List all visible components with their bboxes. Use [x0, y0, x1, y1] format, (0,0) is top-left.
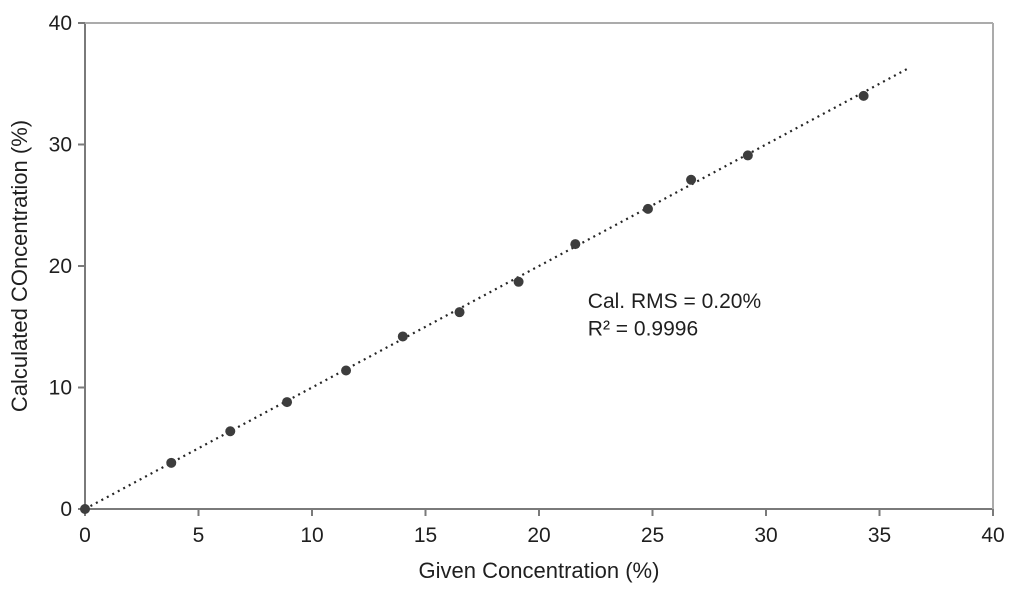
x-tick-label: 15: [414, 524, 437, 547]
data-point: [225, 426, 236, 437]
y-tick-label: 40: [49, 12, 72, 35]
data-point: [513, 276, 524, 287]
data-point: [397, 331, 408, 342]
x-tick-label: 35: [868, 524, 891, 547]
y-axis-title: Calculated COncentration (%): [7, 120, 32, 412]
annotation-text-2: R² = 0.9996: [588, 317, 698, 340]
data-point: [454, 307, 465, 318]
x-tick-label: 40: [981, 524, 1004, 547]
x-axis-title: Given Concentration (%): [419, 558, 660, 583]
data-point: [80, 504, 90, 514]
x-tick-label: 20: [527, 524, 550, 547]
data-point: [642, 203, 653, 214]
data-point: [282, 397, 293, 408]
y-tick-label: 20: [49, 255, 72, 278]
x-tick-label: 25: [641, 524, 664, 547]
x-tick-label: 0: [79, 524, 91, 547]
y-tick-label: 30: [49, 134, 72, 157]
trend-line: [84, 66, 910, 510]
y-tick-label: 0: [60, 498, 72, 521]
data-point: [742, 150, 753, 161]
x-tick-label: 30: [754, 524, 777, 547]
data-point: [570, 239, 581, 250]
y-tick-label: 10: [49, 377, 72, 400]
annotation-text-1: Cal. RMS = 0.20%: [588, 290, 761, 313]
data-point: [341, 365, 352, 376]
data-point: [858, 90, 869, 101]
data-point: [686, 174, 697, 185]
x-tick-label: 5: [193, 524, 205, 547]
x-tick-label: 10: [300, 524, 323, 547]
data-point: [166, 457, 177, 468]
